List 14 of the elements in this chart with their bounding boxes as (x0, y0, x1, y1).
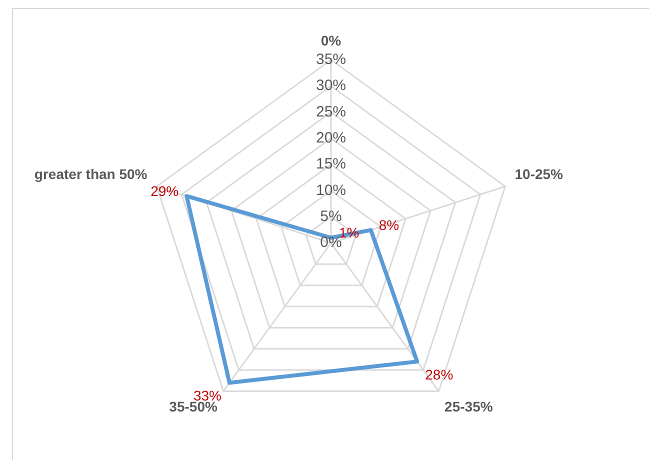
y-tick-label: 0% (320, 234, 342, 252)
data-label: 8% (378, 216, 400, 233)
data-label: 28% (425, 366, 454, 382)
y-tick-label: 30% (316, 77, 346, 94)
spoke-label: 10-25% (514, 166, 564, 182)
y-tick-label: 5% (320, 208, 342, 225)
y-tick-label: 20% (316, 129, 346, 146)
data-label: 29% (150, 182, 179, 199)
y-tick-label: 15% (316, 156, 346, 173)
y-tick-label: 35% (316, 50, 346, 68)
y-tick-label: 10% (316, 182, 346, 199)
spoke-label: greater than 50% (34, 166, 148, 182)
spoke-label: 25-35% (444, 398, 494, 415)
y-tick-label: 25% (316, 103, 346, 120)
